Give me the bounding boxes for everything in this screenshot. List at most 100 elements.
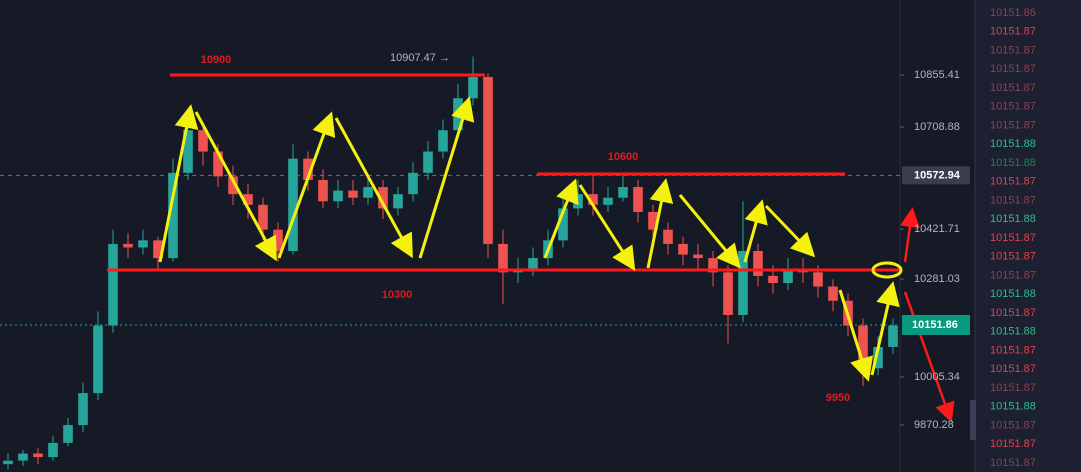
plot-area <box>0 0 900 472</box>
candle-body <box>888 325 898 347</box>
candle-body <box>288 158 298 252</box>
level-label: 9950 <box>826 392 850 404</box>
candle-body <box>708 258 718 273</box>
candle-body <box>858 325 868 369</box>
order-book-price: 10151.87 <box>990 382 1036 394</box>
zigzag-arrows <box>158 96 903 382</box>
arrow-up <box>900 207 920 263</box>
order-book-price: 10151.87 <box>990 176 1036 188</box>
arrow <box>277 111 336 259</box>
projection-arrows <box>900 207 955 423</box>
candle-body <box>678 243 688 255</box>
candle-body <box>828 286 838 301</box>
current-price-tag <box>902 314 970 335</box>
candle-body <box>393 194 403 209</box>
candle-body <box>498 243 508 273</box>
y-tick-label: 10421.71 <box>914 223 960 235</box>
candle-body <box>348 190 358 198</box>
candle-body <box>648 211 658 230</box>
candle-body <box>573 194 583 209</box>
candle-body <box>663 229 673 244</box>
candle-body <box>783 268 793 283</box>
order-book-price: 10151.87 <box>990 438 1036 450</box>
arrow <box>870 281 900 376</box>
level-label: 10300 <box>382 289 413 301</box>
highlight-circle <box>871 261 903 279</box>
arrow-down <box>903 291 955 423</box>
arrow <box>838 289 874 382</box>
candle-body <box>768 275 778 283</box>
order-book-price: 10151.87 <box>990 457 1036 469</box>
level-label: 10900 <box>201 54 232 66</box>
candle-body <box>213 151 223 177</box>
candle-body <box>873 346 883 369</box>
price-tag-label: 10572.94 <box>914 169 961 181</box>
order-book-price: 10151.87 <box>990 44 1036 56</box>
order-book-price: 10151.87 <box>990 269 1036 281</box>
candle-body <box>258 204 268 230</box>
price-axis <box>900 0 975 472</box>
candle-body <box>333 190 343 202</box>
y-tick-label: 10281.03 <box>914 273 960 285</box>
order-book-price: 10151.87 <box>990 307 1036 319</box>
candle-body <box>78 393 88 426</box>
order-book-price: 10151.88 <box>990 288 1036 300</box>
order-book-price: 10151.88 <box>990 326 1036 338</box>
candle-body <box>18 453 28 461</box>
candle-body <box>93 325 103 394</box>
candle-body <box>168 172 178 259</box>
candle-body <box>363 187 373 198</box>
candle-body <box>603 197 613 205</box>
candle-body <box>738 251 748 315</box>
levels <box>107 73 900 272</box>
candle-body <box>123 243 133 248</box>
candle-body <box>438 130 448 152</box>
order-book-price: 10151.88 <box>990 157 1036 169</box>
candle-body <box>108 243 118 326</box>
high-label: 10907.47 → <box>390 52 450 64</box>
candle-body <box>483 76 493 244</box>
candle-body <box>558 208 568 241</box>
arrow <box>418 96 475 259</box>
candle-body <box>723 272 733 315</box>
order-book-price: 10151.88 <box>990 138 1036 150</box>
arrow <box>764 204 816 258</box>
candle-body <box>33 453 43 458</box>
order-book-price: 10151.87 <box>990 194 1036 206</box>
order-book-price: 10151.87 <box>990 363 1036 375</box>
order-book-price: 10151.88 <box>990 213 1036 225</box>
candle-body <box>423 151 433 173</box>
annotations: 10900 10600 10300 9950 <box>201 54 851 404</box>
candle-body <box>378 187 388 209</box>
candle-body <box>753 251 763 276</box>
y-tick-label: 10708.88 <box>914 121 960 133</box>
y-tick-label: 10855.41 <box>914 69 960 81</box>
candle-body <box>813 272 823 287</box>
candle-body <box>588 194 598 205</box>
candle-body <box>273 229 283 252</box>
candle-body <box>618 187 628 198</box>
price-tag <box>902 166 970 185</box>
arrow <box>743 199 768 263</box>
arrow <box>646 178 674 269</box>
candle-body <box>138 240 148 248</box>
order-book-price: 10151.87 <box>990 119 1036 131</box>
current-price-label: 10151.86 <box>912 319 958 331</box>
order-book-price: 10151.87 <box>990 419 1036 431</box>
y-tick-label: 9870.28 <box>914 419 954 431</box>
order-book-price: 10151.87 <box>990 82 1036 94</box>
order-book-price: 10151.87 <box>990 251 1036 263</box>
order-book-price: 10151.87 <box>990 26 1036 38</box>
level-label: 10600 <box>608 151 639 163</box>
candle-body <box>633 187 643 212</box>
arrow <box>678 194 741 269</box>
candle-body <box>48 442 58 458</box>
candle-body <box>468 76 478 99</box>
order-book-price: 10151.87 <box>990 63 1036 75</box>
order-book-price: 10151.87 <box>990 101 1036 113</box>
order-book-price: 10151.88 <box>990 401 1036 413</box>
order-book-panel <box>975 0 1081 472</box>
y-tick-label: 10005.34 <box>914 371 960 383</box>
